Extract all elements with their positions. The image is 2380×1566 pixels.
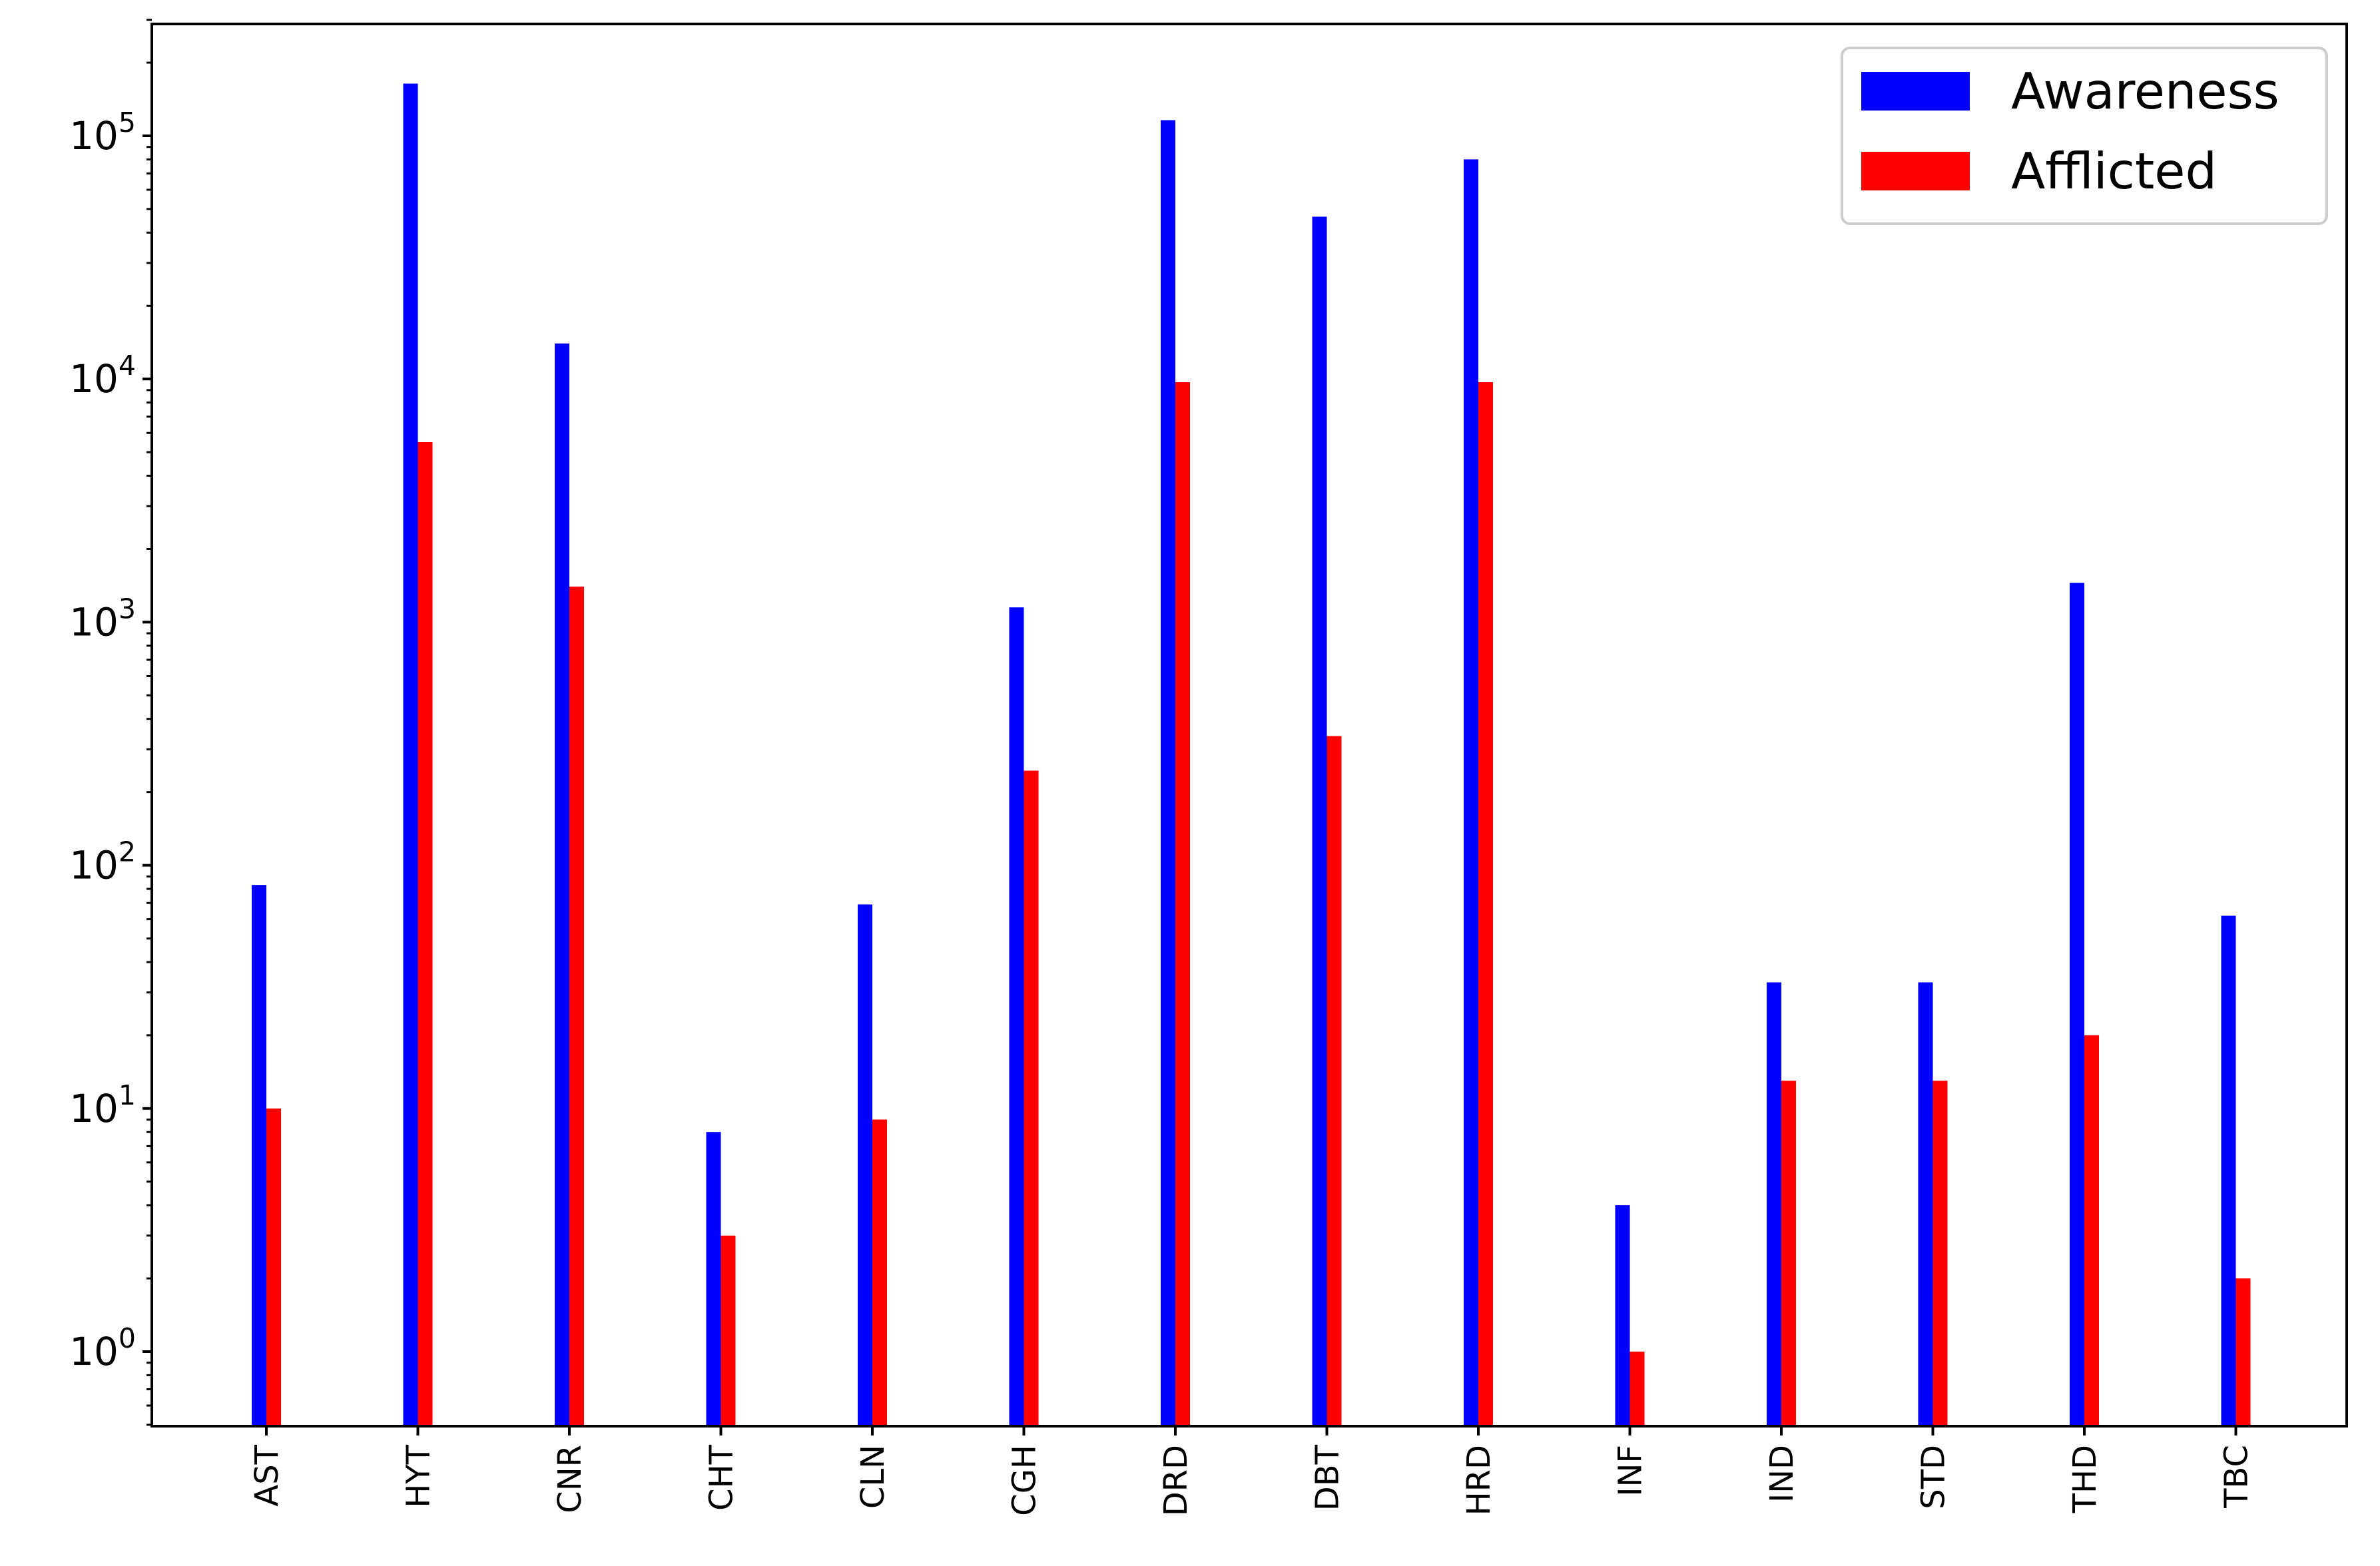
x-tick-label-std: STD: [1915, 1445, 1952, 1509]
x-tick-label-tbc: TBC: [2218, 1445, 2255, 1509]
bar-afflicted-cnr: [569, 587, 584, 1426]
bar-awareness-hrd: [1464, 159, 1478, 1426]
x-tick-label-cgh: CGH: [1006, 1445, 1043, 1516]
bar-afflicted-ast: [266, 1108, 281, 1426]
x-tick-label-cht: CHT: [703, 1444, 741, 1511]
bar-awareness-dbt: [1312, 216, 1327, 1426]
x-tick-label-cln: CLN: [854, 1445, 892, 1509]
x-tick-label-hyt: HYT: [400, 1444, 438, 1507]
legend-label-afflicted: Afflicted: [2011, 142, 2217, 200]
x-tick-label-cnr: CNR: [551, 1445, 589, 1513]
bar-afflicted-inf: [1630, 1352, 1645, 1426]
y-tick-label: 102: [69, 836, 136, 888]
y-tick-label: 105: [69, 107, 136, 158]
bar-awareness-drd: [1161, 120, 1175, 1426]
y-tick-label: 104: [69, 350, 136, 401]
bar-awareness-hyt: [403, 83, 418, 1426]
bar-awareness-thd: [2070, 583, 2084, 1426]
x-tick-label-thd: THD: [2066, 1445, 2104, 1513]
bar-awareness-cln: [858, 904, 872, 1426]
bar-afflicted-cht: [721, 1235, 736, 1426]
bar-afflicted-hrd: [1478, 382, 1493, 1426]
y-tick-label: 101: [69, 1079, 136, 1131]
x-axis: AST HYT CNR CHT CLN CGH DRD DBT HRD INF IND STD THD T…: [248, 1426, 2255, 1516]
bar-afflicted-cln: [872, 1119, 887, 1426]
bar-awareness-cnr: [555, 343, 569, 1427]
legend-swatch-awareness: [1861, 72, 1970, 111]
axes-frame: [150, 23, 2348, 1428]
x-tick-label-drd: DRD: [1157, 1445, 1195, 1516]
bar-afflicted-std: [1933, 1081, 1948, 1426]
bar-afflicted-cgh: [1024, 770, 1039, 1426]
bar-awareness-std: [1918, 982, 1933, 1426]
x-tick-label-ind: IND: [1763, 1445, 1801, 1503]
x-tick-label-dbt: DBT: [1309, 1444, 1346, 1511]
bar-awareness-tbc: [2221, 915, 2236, 1426]
bar-awareness-ast: [252, 885, 266, 1426]
legend-label-awareness: Awareness: [2011, 62, 2279, 121]
legend: Awareness Afflicted: [1841, 47, 2328, 225]
x-tick-label-inf: INF: [1612, 1445, 1649, 1497]
y-tick-label: 100: [69, 1322, 136, 1374]
bar-awareness-cgh: [1009, 607, 1024, 1426]
x-tick-label-ast: AST: [248, 1444, 286, 1506]
legend-swatch-afflicted: [1861, 152, 1970, 190]
bar-afflicted-hyt: [418, 442, 433, 1426]
y-tick-label: 103: [69, 593, 136, 645]
y-axis: 100 101 102 103 104 105: [69, 19, 152, 1426]
bar-awareness-ind: [1767, 982, 1781, 1426]
bar-afflicted-tbc: [2235, 1278, 2251, 1426]
bar-awareness-cht: [706, 1132, 721, 1426]
x-tick-label-hrd: HRD: [1460, 1445, 1498, 1515]
bar-afflicted-dbt: [1327, 736, 1342, 1426]
bar-afflicted-drd: [1175, 382, 1190, 1426]
bar-awareness-inf: [1615, 1205, 1630, 1426]
bars-group: [252, 83, 2251, 1427]
bar-afflicted-thd: [2084, 1035, 2099, 1426]
bar-afflicted-ind: [1781, 1081, 1796, 1426]
